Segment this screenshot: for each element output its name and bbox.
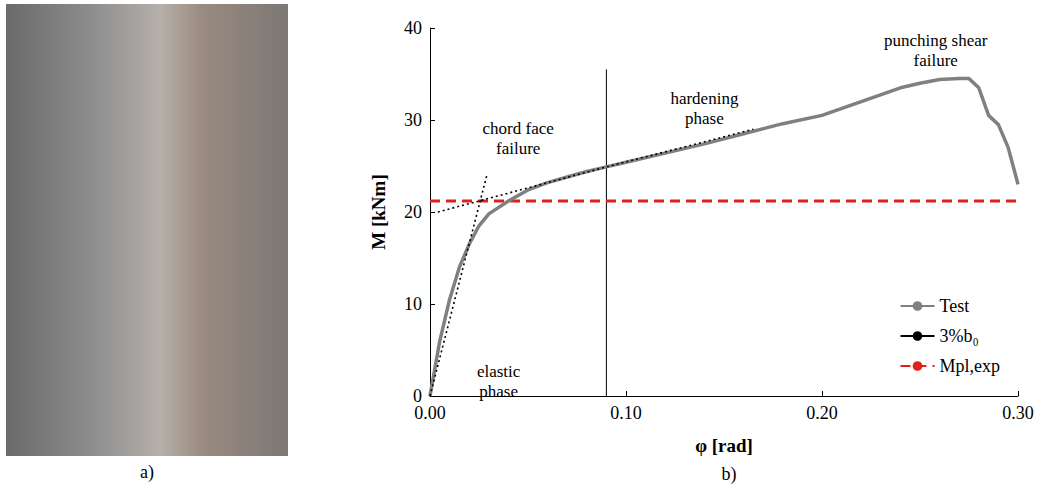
svg-text:M [kNm]: M [kNm] (368, 174, 389, 249)
svg-text:Mpl,exp: Mpl,exp (940, 356, 1001, 376)
svg-text:3%b₀: 3%b₀ (940, 326, 979, 346)
svg-text:hardening: hardening (670, 89, 738, 108)
svg-text:elastic: elastic (477, 362, 521, 381)
svg-text:failure: failure (496, 139, 540, 158)
svg-text:0.30: 0.30 (1002, 403, 1034, 423)
svg-text:punching shear: punching shear (884, 31, 988, 50)
svg-text:b): b) (722, 464, 737, 485)
svg-text:chord face: chord face (483, 119, 554, 138)
svg-text:10: 10 (404, 294, 422, 314)
svg-text:phase: phase (479, 382, 518, 401)
svg-text:40: 40 (404, 18, 422, 38)
svg-text:Test: Test (940, 296, 970, 316)
svg-text:0.00: 0.00 (414, 403, 446, 423)
svg-text:0.20: 0.20 (806, 403, 838, 423)
html-text:a): a) (140, 462, 154, 482)
svg-text:30: 30 (404, 110, 422, 130)
svg-text:failure: failure (914, 51, 958, 70)
svg-text:0.10: 0.10 (610, 403, 642, 423)
svg-text:phase: phase (685, 109, 724, 128)
svg-text:0: 0 (413, 386, 422, 406)
svg-text:20: 20 (404, 202, 422, 222)
svg-text:φ [rad]: φ [rad] (695, 435, 753, 456)
